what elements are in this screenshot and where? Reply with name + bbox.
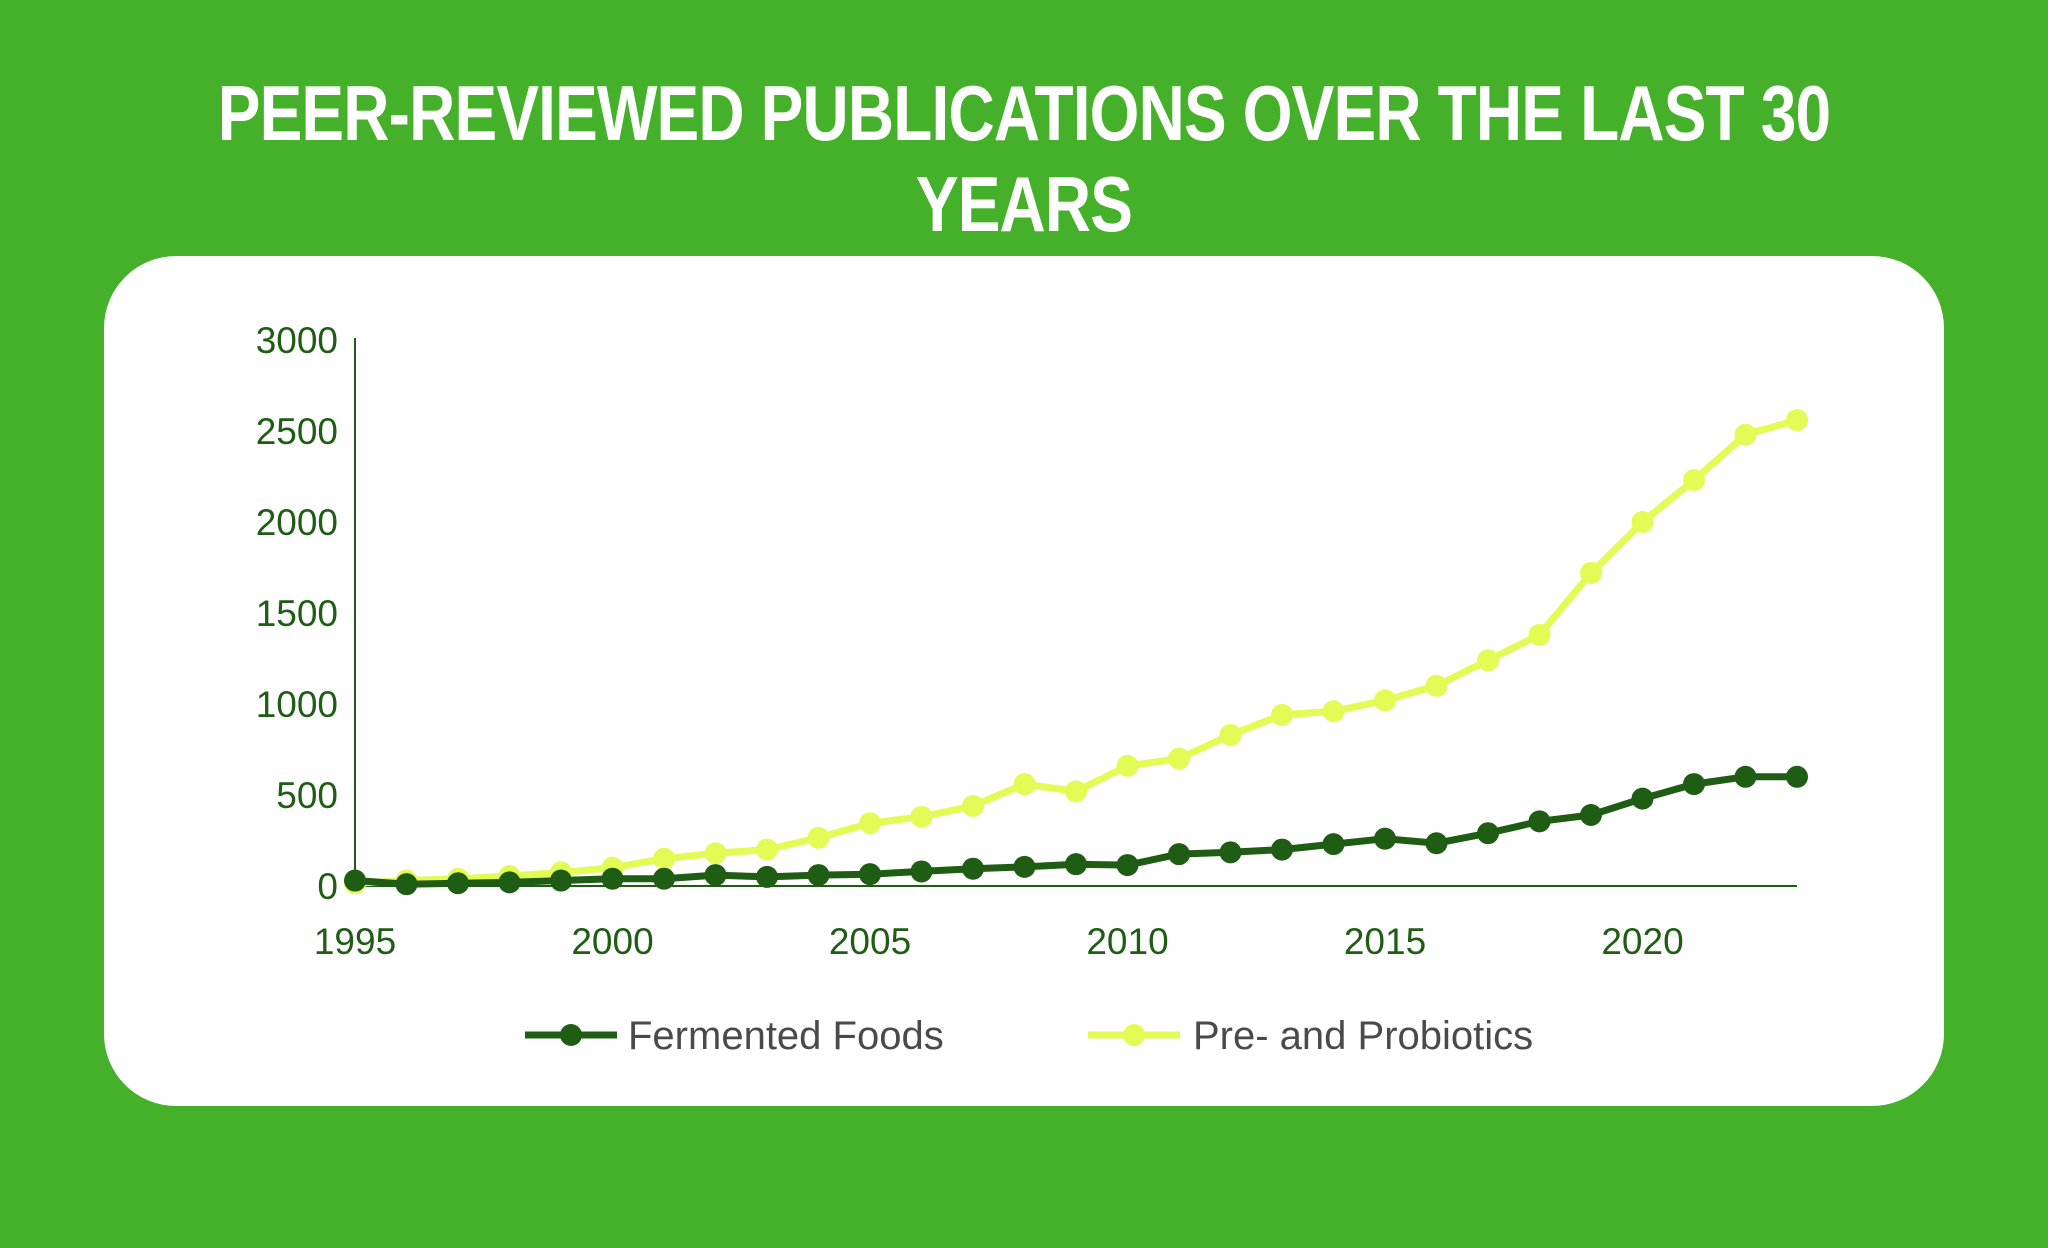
- data-point: [1528, 623, 1551, 646]
- data-point: [1219, 841, 1242, 864]
- legend-label: Fermented Foods: [628, 1014, 944, 1058]
- y-tick-label: 2000: [256, 502, 338, 543]
- data-point: [1786, 409, 1808, 432]
- data-point: [1425, 832, 1448, 855]
- data-point: [1374, 689, 1396, 712]
- data-point: [1683, 773, 1705, 796]
- data-point: [910, 805, 933, 828]
- data-point: [1786, 765, 1808, 788]
- data-point: [1013, 773, 1036, 796]
- data-point: [653, 847, 675, 870]
- data-point: [1528, 810, 1551, 833]
- data-point: [910, 860, 933, 883]
- x-tick-label: 2015: [1344, 921, 1426, 962]
- data-point: [1322, 700, 1345, 723]
- data-point: [1168, 843, 1190, 866]
- y-tick-label: 1500: [256, 593, 338, 634]
- data-point: [859, 812, 881, 835]
- data-point: [859, 863, 881, 886]
- data-point: [1168, 747, 1190, 770]
- legend-marker: [1123, 1024, 1145, 1046]
- y-tick-label: 0: [317, 866, 338, 907]
- data-point: [807, 864, 830, 887]
- data-point: [550, 869, 572, 892]
- data-point: [1116, 754, 1139, 777]
- chart-card: [104, 256, 1944, 1106]
- x-tick-label: 1995: [314, 921, 396, 962]
- legend-marker: [560, 1024, 582, 1046]
- data-point: [395, 873, 418, 896]
- data-point: [962, 857, 984, 880]
- x-tick-label: 2005: [829, 921, 911, 962]
- data-point: [498, 871, 521, 894]
- data-point: [1580, 561, 1602, 584]
- data-point: [1219, 723, 1242, 746]
- data-point: [601, 867, 624, 890]
- data-point: [1013, 855, 1036, 878]
- data-point: [704, 842, 727, 865]
- data-point: [756, 865, 778, 888]
- y-tick-label: 500: [276, 775, 338, 816]
- page-title: PEER-REVIEWED PUBLICATIONS OVER THE LAST…: [217, 69, 1831, 248]
- data-point: [1065, 853, 1087, 876]
- data-point: [756, 838, 778, 861]
- data-point: [704, 864, 727, 887]
- data-point: [1116, 854, 1139, 877]
- data-point: [1271, 838, 1293, 861]
- data-point: [1425, 674, 1448, 697]
- data-point: [962, 794, 984, 817]
- y-tick-label: 3000: [256, 320, 338, 361]
- data-point: [1065, 780, 1087, 803]
- data-point: [1322, 833, 1345, 856]
- data-point: [344, 869, 366, 892]
- data-point: [1477, 822, 1499, 845]
- data-point: [1477, 649, 1499, 672]
- data-point: [1374, 827, 1396, 850]
- data-point: [1580, 804, 1602, 827]
- legend-label: Pre- and Probiotics: [1193, 1014, 1533, 1058]
- data-point: [1631, 787, 1654, 810]
- data-point: [807, 826, 830, 849]
- y-tick-label: 2500: [256, 411, 338, 452]
- data-point: [1271, 703, 1293, 726]
- data-point: [653, 867, 675, 890]
- x-tick-label: 2010: [1086, 921, 1168, 962]
- data-point: [1734, 423, 1757, 446]
- data-point: [1631, 511, 1654, 533]
- y-tick-label: 1000: [256, 684, 338, 725]
- x-tick-label: 2020: [1601, 921, 1683, 962]
- x-tick-label: 2000: [571, 921, 653, 962]
- data-point: [1683, 469, 1705, 492]
- data-point: [447, 872, 469, 895]
- data-point: [1734, 765, 1757, 788]
